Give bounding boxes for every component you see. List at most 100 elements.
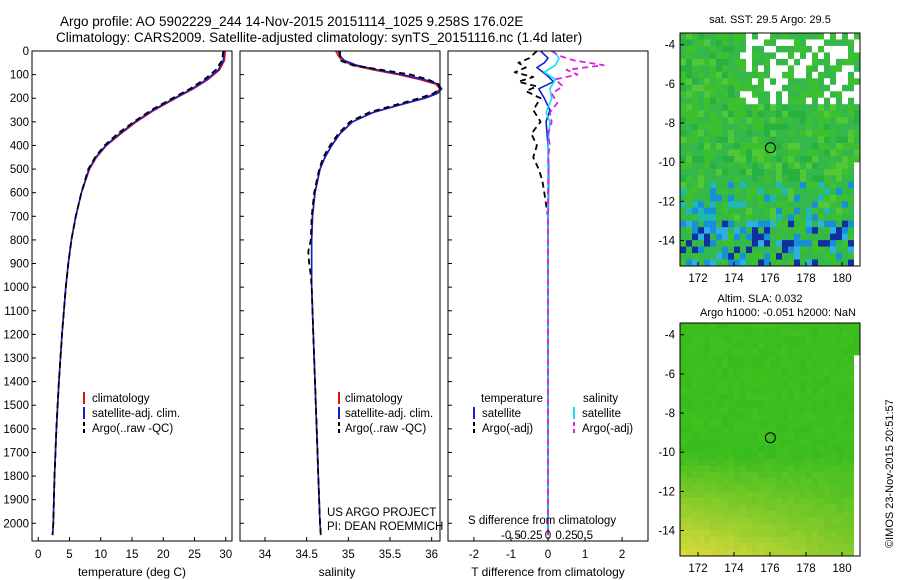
map-cell [722, 84, 729, 92]
map-cell [794, 523, 801, 531]
map-cell [836, 445, 843, 453]
map-cell [794, 484, 801, 492]
map-cell [734, 342, 741, 350]
map-cell [824, 426, 831, 434]
map-cell [704, 143, 711, 150]
map-cell [842, 143, 849, 150]
map-cell [806, 214, 813, 222]
map-cell [836, 484, 843, 492]
map-cell [716, 452, 723, 460]
map-cell [824, 130, 831, 137]
map-cell [680, 220, 687, 228]
map-cell [764, 201, 771, 209]
map-cell [794, 400, 801, 408]
map-cell [848, 426, 855, 434]
map-cell [818, 33, 825, 40]
map-cell [770, 445, 777, 453]
map-cell [716, 78, 723, 86]
map-cell [710, 536, 717, 544]
map-cell [716, 426, 723, 434]
map-cell [830, 201, 837, 209]
map-cell [740, 52, 747, 60]
map-cell [710, 194, 717, 202]
map-cell [776, 168, 783, 176]
map-cell [728, 439, 735, 447]
map-cell [692, 136, 699, 144]
map-cell [698, 181, 705, 189]
map-cell [722, 504, 729, 512]
map-cell [836, 491, 843, 499]
map-cell [740, 45, 747, 53]
map-cell [758, 458, 765, 466]
map-cell [746, 91, 753, 99]
map-cell [812, 207, 819, 215]
map-cell [716, 407, 723, 415]
map-cell [740, 497, 747, 505]
depth-tick-label: 1300 [3, 353, 29, 365]
map-cell [782, 181, 789, 189]
map-cell [788, 175, 795, 183]
map-cell [710, 110, 717, 118]
map-cell [836, 214, 843, 222]
map-cell [692, 452, 699, 460]
map-cell [848, 407, 855, 415]
map-cell [698, 387, 705, 395]
map-cell [698, 188, 705, 196]
map-cell [686, 201, 693, 209]
map-cell [812, 426, 819, 434]
map-cell [788, 33, 795, 40]
map-cell [794, 342, 801, 350]
map-cell [794, 97, 801, 105]
map-cell [752, 471, 759, 479]
map-cell [758, 361, 765, 369]
map-cell [776, 510, 783, 518]
map-cell [740, 323, 747, 330]
map-cell [680, 452, 687, 460]
map-cell [770, 233, 777, 241]
map-cell [752, 58, 759, 66]
map-cell [830, 52, 837, 60]
map-cell [764, 91, 771, 99]
map-cell [752, 381, 759, 389]
map-cell [806, 175, 813, 183]
map-cell [842, 71, 849, 79]
map-cell [680, 259, 687, 267]
map-cell [764, 246, 771, 254]
map-cell [698, 452, 705, 460]
map-cell [818, 323, 825, 330]
map-cell [788, 439, 795, 447]
map-cell [836, 227, 843, 235]
map-cell [752, 400, 759, 408]
map-cell [692, 543, 699, 550]
map-cell [752, 149, 759, 157]
map-cell [734, 439, 741, 447]
legend-salinity-heading: salinity [583, 393, 618, 405]
map-cell [770, 227, 777, 235]
map-cell [752, 426, 759, 434]
map-cell [704, 543, 711, 550]
map-cell [734, 504, 741, 512]
map-cell [854, 497, 861, 505]
map-cell [698, 400, 705, 408]
map-cell [704, 65, 711, 73]
map-cell [824, 407, 831, 415]
map-cell [770, 484, 777, 492]
map-cell [830, 471, 837, 479]
map-cell [764, 387, 771, 395]
map-cell [848, 523, 855, 531]
map-cell [836, 123, 843, 131]
map-cell [698, 510, 705, 518]
map-cell [698, 168, 705, 176]
map-cell [746, 246, 753, 254]
map-cell [734, 33, 741, 40]
map-cell [788, 220, 795, 228]
map-cell [836, 329, 843, 337]
map-cell [722, 33, 729, 40]
map-cell [728, 78, 735, 86]
map-lat-tick-label: -4 [665, 40, 676, 52]
argo-location-circle [764, 142, 776, 154]
map-cell [698, 117, 705, 125]
map-cell [818, 484, 825, 492]
map-cell [680, 104, 687, 112]
map-cell [758, 497, 765, 505]
